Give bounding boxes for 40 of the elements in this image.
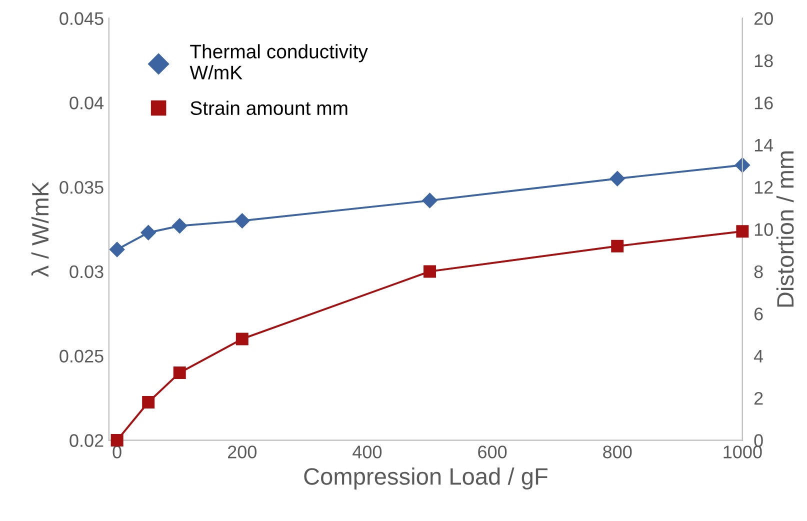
point [611,240,624,252]
x-tick-label: 600 [478,446,507,458]
point [236,332,248,346]
x-tick-label: 200 [228,446,257,458]
point [610,171,625,186]
y-tick-label: 0.035 [60,180,104,194]
point [140,225,156,240]
point [736,225,749,238]
y-tick-label: 0.025 [60,350,104,363]
y2-tick-label: 12 [754,180,773,194]
legend-label: Strain amount mm [190,100,348,116]
y2-tick-label: 2 [754,392,763,405]
point [234,213,250,228]
point [142,396,155,409]
y2-tick-label: 4 [754,350,764,362]
y2-tick-label: 18 [754,54,773,68]
x-tick-label: 800 [603,446,632,458]
point [110,434,124,446]
y-tick-label: 0.03 [70,265,104,278]
point [173,366,186,379]
legend-label: Thermal conductivity W/mK [190,44,368,80]
y2-axis-title: Distortion / mm [776,151,794,307]
y2-tick-label: 16 [754,96,773,110]
point [110,242,125,258]
y2-tick-label: 8 [754,265,763,278]
point [734,158,750,173]
y-tick-label: 0.045 [60,12,104,25]
y-tick-label: 0.02 [70,434,104,447]
y2-tick-label: 10 [754,223,773,236]
y-axis-title: λ / W/mK [31,182,49,277]
x-tick-label: 1000 [724,446,762,458]
y2-tick-label: 14 [754,138,774,152]
x-axis-title: Compression Load / gF [304,467,548,490]
y2-tick-label: 20 [754,12,773,25]
point [424,265,436,278]
x-tick-label: 400 [352,446,382,458]
y-tick-label: 0.04 [70,96,104,110]
point [172,218,188,234]
y2-tick-label: 6 [754,308,763,320]
point [422,192,438,208]
